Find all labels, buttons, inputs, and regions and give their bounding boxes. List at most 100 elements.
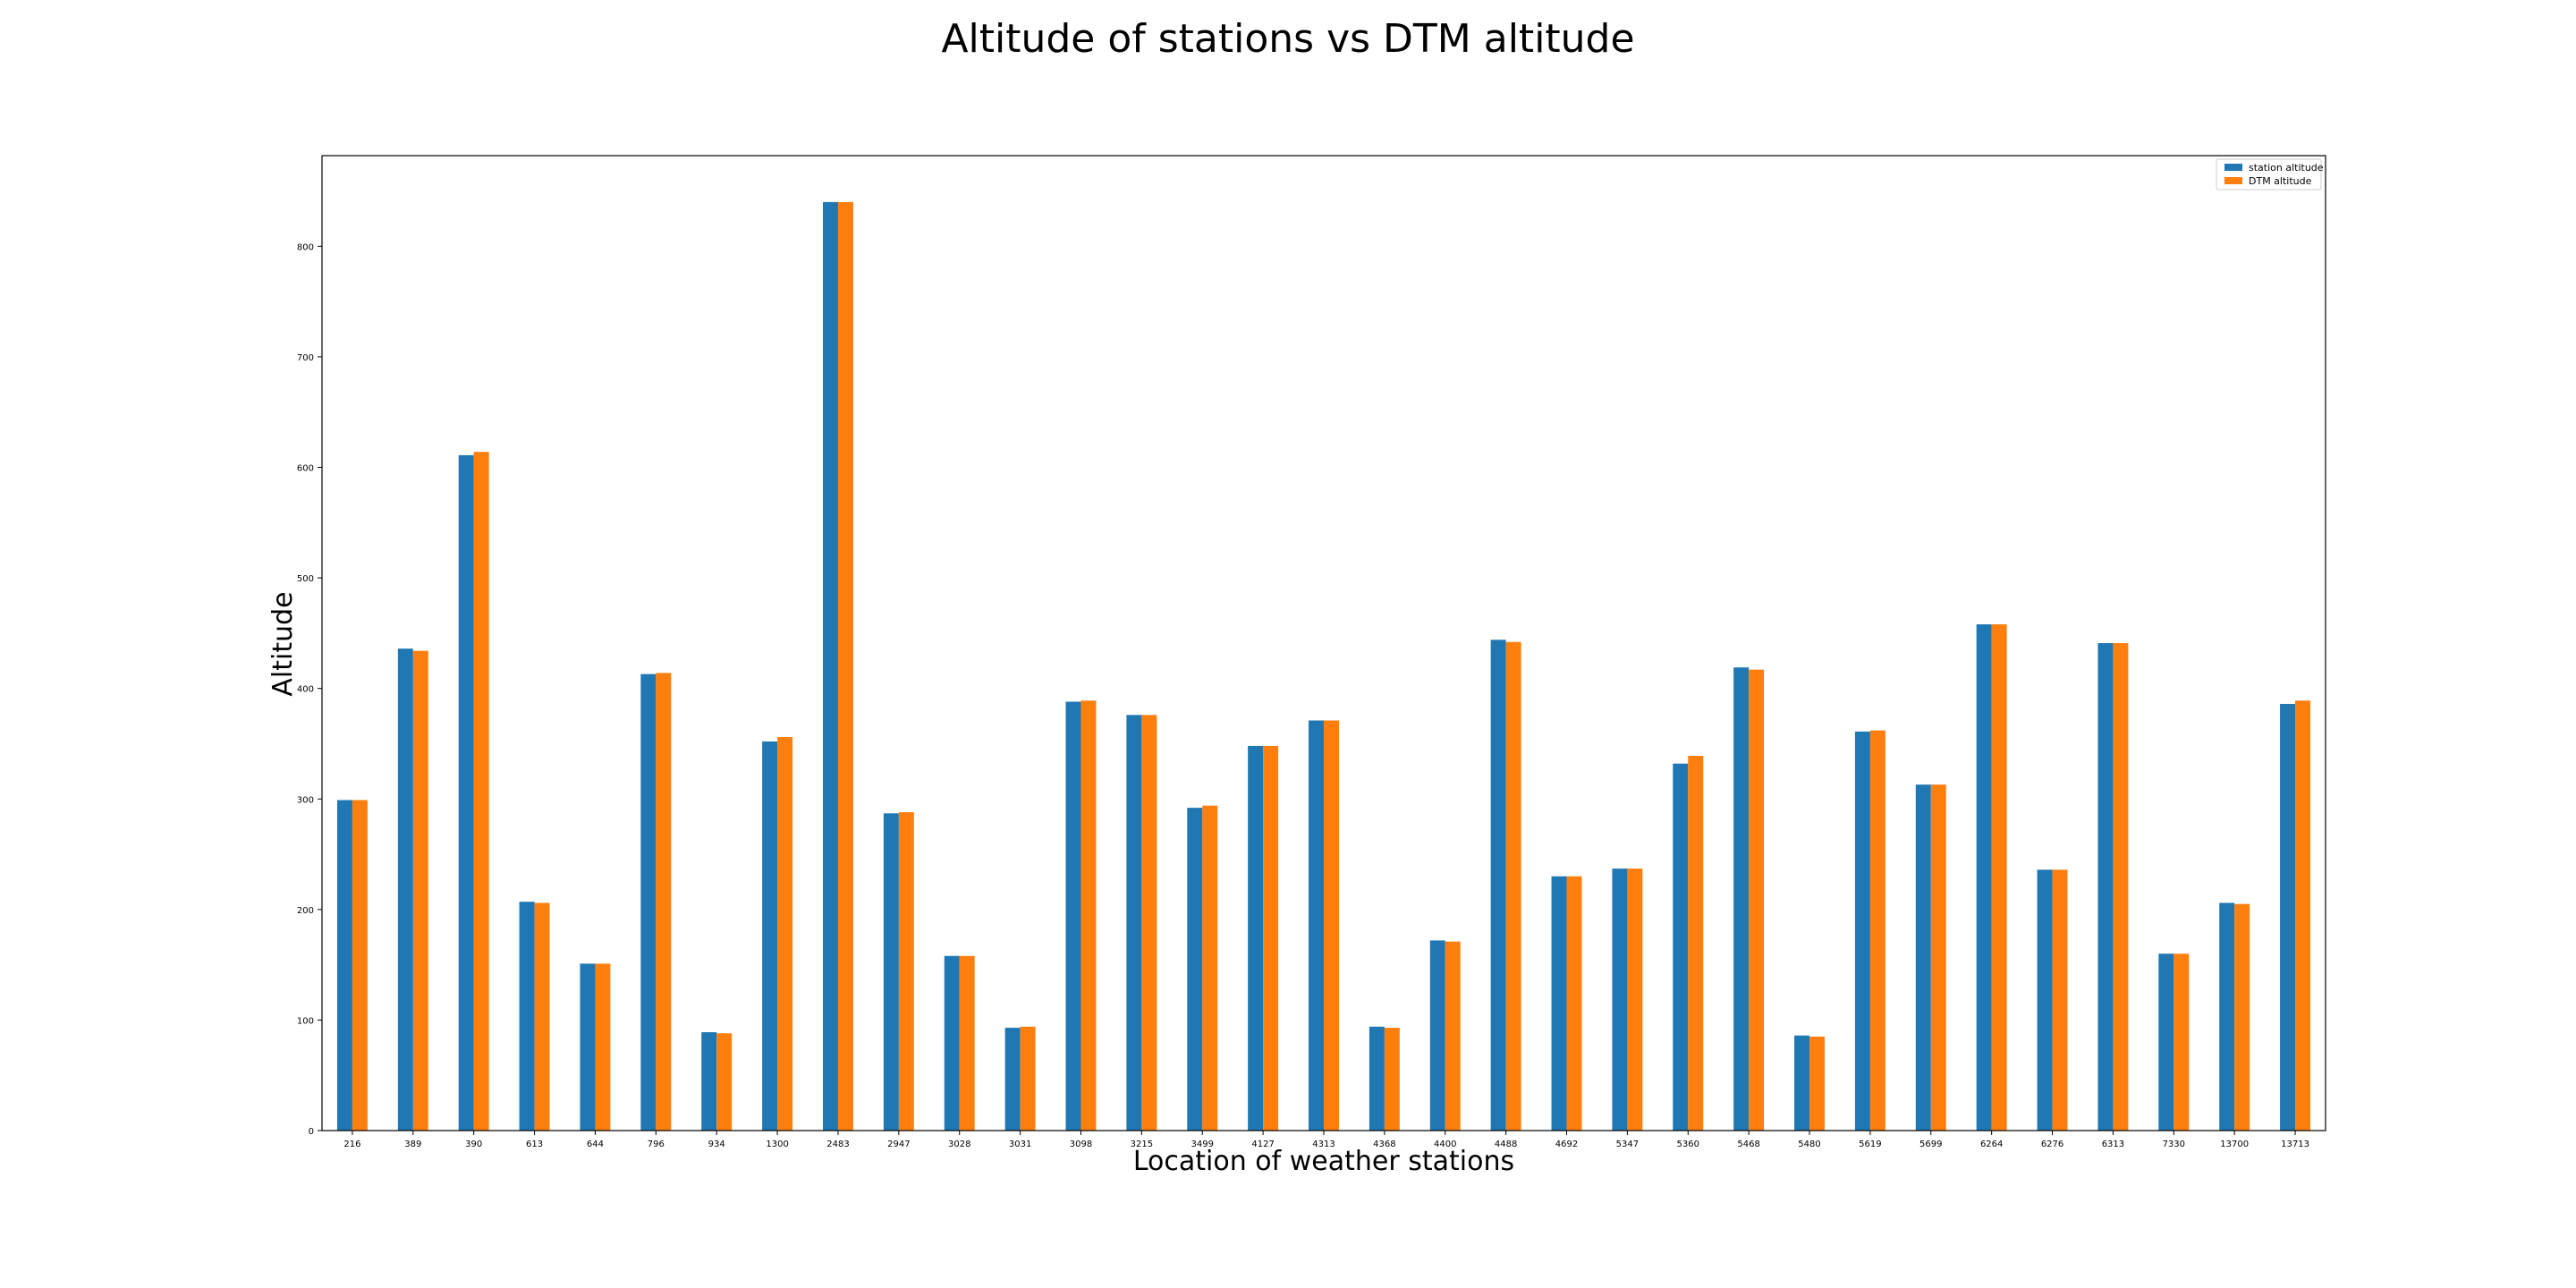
bar-dtm-5619	[1869, 730, 1885, 1131]
x-tick-label: 5480	[1798, 1140, 1820, 1149]
bar-station-13713	[2280, 703, 2296, 1131]
bar-dtm-7330	[2174, 953, 2190, 1131]
bar-dtm-4368	[1384, 1028, 1400, 1131]
bar-station-6276	[2037, 869, 2053, 1131]
x-tick-label: 796	[648, 1140, 665, 1149]
bar-dtm-5360	[1688, 756, 1704, 1131]
legend-label-dtm-altitude: DTM altitude	[2249, 175, 2312, 187]
bar-dtm-934	[716, 1033, 733, 1131]
bar-dtm-613	[534, 902, 550, 1131]
y-axis-label: Altitude	[267, 591, 299, 696]
y-tick-label: 600	[297, 464, 314, 474]
legend-swatch-dtm-altitude	[2224, 177, 2242, 184]
x-tick-label: 5699	[1919, 1140, 1942, 1149]
x-tick-label: 5347	[1616, 1140, 1639, 1149]
x-tick-label: 6264	[1980, 1140, 2003, 1149]
bar-station-5468	[1733, 667, 1750, 1131]
x-tick-label: 2947	[887, 1140, 910, 1149]
bar-dtm-3215	[1141, 715, 1157, 1131]
bar-station-4692	[1551, 876, 1567, 1131]
x-tick-label: 3028	[948, 1140, 970, 1149]
x-tick-label: 3031	[1009, 1140, 1031, 1149]
y-tick-label: 400	[297, 685, 314, 695]
x-axis-label: Location of weather stations	[1133, 1146, 1514, 1177]
bar-station-4127	[1248, 745, 1264, 1131]
x-tick-label: 4400	[1434, 1140, 1456, 1149]
x-tick-label: 5468	[1737, 1140, 1759, 1149]
legend: station altitude DTM altitude	[2216, 158, 2324, 191]
bar-station-2947	[883, 813, 899, 1131]
bar-dtm-3499	[1202, 805, 1218, 1131]
bar-dtm-216	[352, 800, 368, 1131]
bar-dtm-2947	[898, 812, 914, 1131]
x-tick-label: 6276	[2041, 1140, 2063, 1149]
legend-box	[2216, 158, 2322, 191]
x-tick-label: 613	[526, 1140, 543, 1149]
bar-dtm-4313	[1324, 720, 1339, 1131]
y-tick-label: 800	[297, 242, 314, 252]
chart-title: Altitude of stations vs DTM altitude	[941, 16, 1634, 62]
x-tick-label: 389	[404, 1140, 421, 1149]
bar-station-6264	[1976, 623, 1992, 1131]
y-tick-label: 0	[309, 1127, 314, 1137]
y-axis-ticks: 0 100 200 300 400 500 600 700 800	[297, 242, 322, 1137]
x-tick-label: 5619	[1859, 1140, 1881, 1149]
y-tick-label: 200	[297, 906, 314, 916]
x-tick-label: 644	[587, 1140, 604, 1149]
bar-dtm-5480	[1809, 1036, 1825, 1131]
x-tick-label: 6313	[2102, 1140, 2124, 1149]
bar-station-3031	[1004, 1028, 1021, 1131]
bar-station-644	[580, 963, 596, 1131]
bar-station-6313	[2097, 643, 2114, 1131]
x-tick-label: 13700	[2220, 1140, 2249, 1149]
x-tick-label: 216	[343, 1140, 360, 1149]
y-tick-label: 100	[297, 1016, 314, 1026]
x-tick-label: 3499	[1191, 1140, 1214, 1149]
bar-dtm-1300	[777, 737, 793, 1131]
bar-station-5619	[1854, 731, 1870, 1131]
bar-station-1300	[762, 741, 778, 1131]
x-tick-label: 4127	[1251, 1140, 1274, 1149]
y-tick-label: 500	[297, 574, 314, 584]
x-tick-label: 4313	[1312, 1140, 1335, 1149]
bar-dtm-13713	[2295, 700, 2311, 1131]
bar-dtm-4400	[1445, 941, 1461, 1131]
x-tick-label: 4692	[1555, 1140, 1578, 1149]
bar-dtm-2483	[837, 201, 853, 1131]
bar-station-796	[640, 674, 657, 1131]
bar-station-390	[458, 454, 474, 1131]
bar-dtm-13700	[2234, 903, 2250, 1131]
x-tick-label: 13713	[2281, 1140, 2309, 1149]
bar-station-613	[519, 902, 535, 1131]
bar-station-216	[336, 800, 352, 1131]
x-tick-label: 4368	[1373, 1140, 1395, 1149]
x-axis-ticks: 216 389 390 613 644 796 934 1300 2483 2947 3028 303…	[343, 1131, 2309, 1149]
bar-station-4400	[1429, 940, 1445, 1131]
bar-station-4368	[1368, 1026, 1385, 1131]
bar-dtm-5468	[1749, 669, 1765, 1131]
y-tick-label: 300	[297, 795, 314, 805]
bar-dtm-796	[656, 673, 672, 1131]
x-tick-label: 3215	[1131, 1140, 1153, 1149]
bar-station-5480	[1794, 1035, 1810, 1131]
x-tick-label: 4488	[1495, 1140, 1517, 1149]
bar-dtm-4127	[1263, 745, 1279, 1131]
legend-label-station-altitude: station altitude	[2249, 162, 2324, 174]
bar-station-3098	[1065, 701, 1081, 1131]
y-tick-label: 700	[297, 353, 314, 363]
bar-dtm-6264	[1991, 623, 2007, 1131]
bar-dtm-390	[473, 452, 489, 1131]
bars-group	[336, 201, 2311, 1131]
bar-dtm-6276	[2052, 869, 2068, 1131]
x-tick-label: 2483	[826, 1140, 849, 1149]
bar-dtm-3031	[1020, 1026, 1036, 1131]
bar-dtm-5347	[1627, 869, 1643, 1131]
bar-station-3215	[1126, 715, 1142, 1131]
bar-dtm-389	[412, 650, 428, 1131]
bar-dtm-4488	[1505, 641, 1521, 1131]
x-tick-label: 390	[465, 1140, 482, 1149]
x-tick-label: 934	[708, 1140, 725, 1149]
bar-station-5360	[1673, 763, 1689, 1131]
bar-station-13700	[2219, 902, 2235, 1131]
